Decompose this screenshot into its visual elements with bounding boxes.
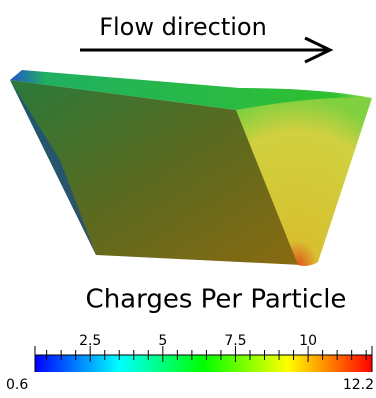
colorbar bbox=[35, 355, 372, 372]
scene: Flow direction Charges Per Particle 2.5 5… bbox=[0, 0, 376, 398]
tick-label: 10 bbox=[299, 333, 317, 349]
flow-arrow bbox=[80, 38, 330, 62]
min-label: 0.6 bbox=[6, 377, 28, 393]
flow-label: Flow direction bbox=[99, 13, 267, 41]
max-label: 12.2 bbox=[343, 377, 374, 393]
page: {"annotation": "Flow direction", "colorb… bbox=[0, 0, 376, 398]
tick-label: 7.5 bbox=[224, 333, 246, 349]
tick-label: 5 bbox=[158, 333, 167, 349]
tick-label: 2.5 bbox=[79, 333, 101, 349]
wedge bbox=[10, 70, 372, 266]
colorbar-title: Charges Per Particle bbox=[86, 285, 347, 315]
